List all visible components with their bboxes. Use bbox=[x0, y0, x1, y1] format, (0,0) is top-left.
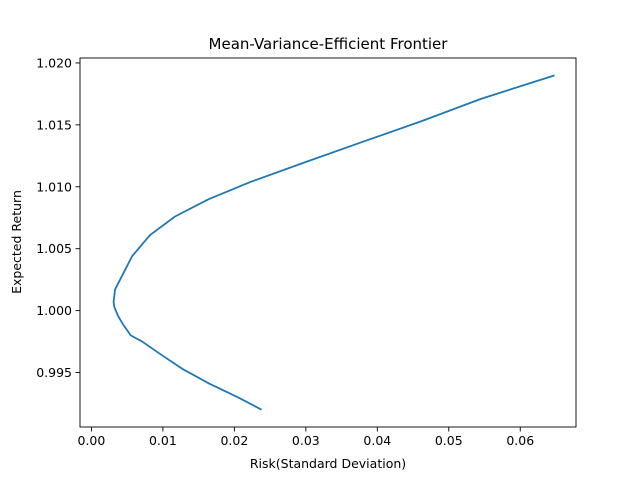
x-axis-label: Risk(Standard Deviation) bbox=[250, 456, 406, 471]
x-tick-label: 0.06 bbox=[506, 433, 534, 448]
y-axis-label: Expected Return bbox=[9, 190, 24, 294]
x-tick-label: 0.02 bbox=[220, 433, 248, 448]
frontier-line bbox=[112, 74, 555, 411]
y-tick-label: 1.010 bbox=[36, 179, 72, 194]
y-axis-ticks: 0.995 1.000 1.005 1.010 1.015 1.020 bbox=[36, 55, 80, 380]
y-tick-label: 1.005 bbox=[36, 241, 72, 256]
x-tick-label: 0.01 bbox=[149, 433, 177, 448]
x-tick-label: 0.00 bbox=[78, 433, 106, 448]
x-tick-label: 0.05 bbox=[435, 433, 463, 448]
y-tick-label: 0.995 bbox=[36, 365, 72, 380]
chart-title: Mean-Variance-Efficient Frontier bbox=[209, 35, 449, 53]
y-tick-label: 1.015 bbox=[36, 117, 72, 132]
x-tick-label: 0.04 bbox=[363, 433, 391, 448]
y-tick-label: 1.000 bbox=[36, 303, 72, 318]
x-axis-ticks: 0.00 0.01 0.02 0.03 0.04 0.05 0.06 bbox=[78, 427, 534, 448]
x-tick-label: 0.03 bbox=[292, 433, 320, 448]
axes-frame bbox=[79, 57, 577, 428]
y-tick-label: 1.020 bbox=[36, 55, 72, 70]
plot-area bbox=[79, 57, 577, 428]
